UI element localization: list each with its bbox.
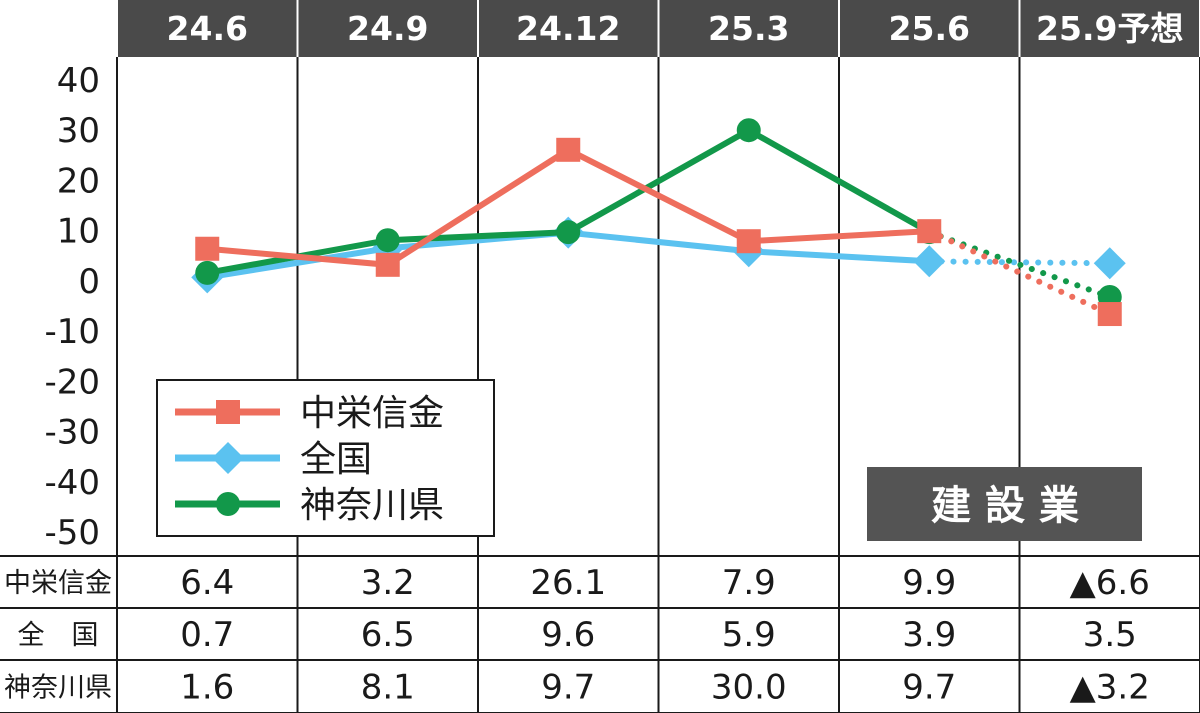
table-cell: 9.6 (541, 615, 595, 655)
table-cell: 0.7 (180, 615, 234, 655)
forecast-line (926, 228, 1113, 318)
x-tick-label: 24.12 (516, 9, 620, 48)
data-point (195, 260, 220, 285)
column-header-bar: 24.6 24.9 24.12 25.3 25.6 25.9予想 (118, 0, 1199, 57)
table-cell: 1.6 (180, 668, 234, 708)
grid-lines (0, 57, 1200, 713)
header-cell-3 (659, 0, 838, 57)
badge-background (867, 467, 1142, 541)
data-point (375, 228, 400, 253)
x-tick-label: 25.3 (708, 9, 789, 48)
x-tick-label: 24.9 (347, 9, 428, 48)
x-tick-label: 25.9予想 (1036, 9, 1183, 48)
table-row-label: 神奈川県 (4, 673, 112, 704)
header-cell-0 (118, 0, 297, 57)
table-cell: 6.4 (180, 563, 234, 603)
data-point (1093, 247, 1126, 280)
table-cell: 3.2 (361, 563, 415, 603)
forecast-line (926, 229, 1113, 300)
y-tick-label: -40 (44, 463, 100, 503)
badge-label: 建設業 (931, 483, 1093, 529)
y-tick-label: 40 (57, 61, 100, 101)
series-0 (195, 137, 1122, 327)
x-tick-label: 25.6 (889, 9, 970, 48)
y-tick-label: -10 (44, 312, 100, 352)
y-axis-ticks: 40 30 20 10 0 -10 -20 -30 -40 -50 (44, 61, 100, 553)
legend-label: 全国 (300, 439, 372, 480)
table-cell: 7.9 (722, 563, 776, 603)
data-table: 中栄信金 6.4 3.2 26.1 7.9 9.9 ▲6.6 全 国 0.7 6.5 9.6 5.9 3… (4, 563, 1150, 708)
y-tick-label: 20 (57, 161, 100, 201)
table-cell: 6.5 (361, 615, 415, 655)
table-cell: 30.0 (711, 668, 787, 708)
legend-label: 神奈川県 (300, 485, 444, 526)
y-tick-label: -30 (44, 413, 100, 453)
table-cell: 9.7 (902, 668, 956, 708)
data-point (917, 219, 942, 244)
y-tick-label: -50 (44, 513, 100, 553)
x-tick-label: 24.6 (167, 9, 248, 48)
data-point (913, 245, 946, 278)
legend-marker (212, 442, 244, 474)
table-cell: 9.9 (902, 563, 956, 603)
series-lines (191, 118, 1126, 327)
y-tick-label: 10 (57, 212, 100, 252)
header-cell-4 (840, 0, 1019, 57)
table-row-label: 中栄信金 (4, 568, 112, 599)
y-tick-label: 30 (57, 111, 100, 151)
data-point (375, 252, 400, 277)
legend-marker (216, 400, 240, 424)
header-cell-1 (298, 0, 477, 57)
y-tick-label: -20 (44, 362, 100, 402)
data-point (556, 137, 581, 162)
table-cell: 8.1 (361, 668, 415, 708)
data-point (1097, 302, 1122, 327)
y-tick-label: 0 (78, 262, 100, 302)
data-point (736, 229, 761, 254)
table-cell: 3.9 (902, 615, 956, 655)
legend-label: 中栄信金 (300, 393, 444, 434)
data-point (556, 220, 581, 245)
table-row-label: 全 国 (18, 620, 99, 651)
category-badge: 建設業 (867, 467, 1142, 541)
table-cell: ▲6.6 (1070, 563, 1150, 603)
legend-marker (216, 492, 240, 516)
table-cell: 3.5 (1083, 615, 1137, 655)
data-point (195, 236, 220, 261)
table-cell: 26.1 (530, 563, 606, 603)
table-cell: ▲3.2 (1070, 668, 1150, 708)
table-cell: 5.9 (722, 615, 776, 655)
data-point (736, 118, 761, 143)
header-cell-2 (479, 0, 658, 57)
table-cell: 9.7 (541, 668, 595, 708)
header-cell-5 (1020, 0, 1199, 57)
